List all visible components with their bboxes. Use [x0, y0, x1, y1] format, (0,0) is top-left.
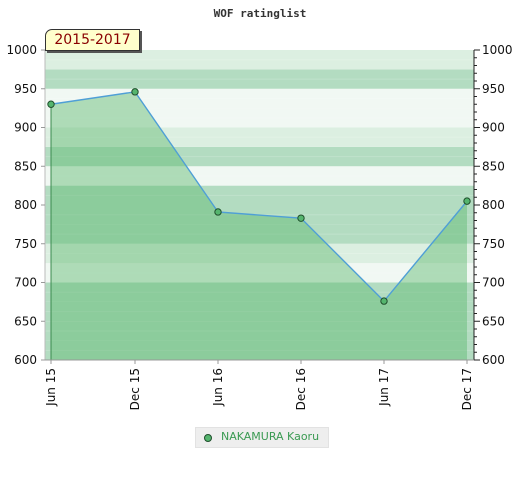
- band-800: [45, 185, 474, 205]
- data-point-jun-17: [380, 297, 388, 305]
- right-tick-label: 1000: [482, 43, 513, 57]
- left-tick-label: 900: [14, 121, 37, 135]
- data-points: [47, 88, 471, 305]
- series-line: [50, 91, 468, 303]
- band-675: [45, 282, 474, 302]
- band-975: [45, 50, 474, 70]
- data-point-jun-15: [47, 100, 55, 108]
- left-tick-label: 1000: [6, 43, 37, 57]
- band-850: [45, 146, 474, 167]
- right-tick-label: 700: [482, 276, 505, 290]
- left-tick-label: 600: [14, 353, 37, 367]
- data-point-dec-16: [297, 214, 305, 222]
- date-range-label: 2015-2017: [54, 32, 131, 48]
- data-point-dec-17: [463, 197, 471, 205]
- legend[interactable]: NAKAMURA Kaoru: [195, 427, 329, 448]
- legend-entry-nakamura: NAKAMURA Kaoru: [221, 430, 320, 443]
- left-tick-label: 850: [14, 159, 37, 173]
- right-tick-label: 750: [482, 237, 505, 251]
- x-tick-label: Dec 16: [294, 368, 308, 410]
- left-tick-label: 950: [14, 82, 37, 96]
- area-fill: [50, 91, 467, 360]
- band-875: [45, 127, 474, 147]
- data-point-dec-15: [131, 88, 139, 96]
- band-750: [45, 224, 474, 244]
- right-tick-label: 850: [482, 159, 505, 173]
- band-950: [45, 69, 474, 89]
- band-900: [45, 108, 474, 128]
- right-tick-label: 950: [482, 82, 505, 96]
- legend-marker-icon: [204, 434, 212, 442]
- right-tick-label: 900: [482, 121, 505, 135]
- left-tick-label: 800: [14, 198, 37, 212]
- x-tick-label: Jun 15: [44, 368, 58, 407]
- right-tick-label: 800: [482, 198, 505, 212]
- right-tick-label: 600: [482, 353, 505, 367]
- x-tick-label: Dec 15: [128, 368, 142, 410]
- left-tick-label: 750: [14, 237, 37, 251]
- chart-title: WOF ratinglist: [214, 7, 307, 20]
- x-tick-label: Jun 17: [377, 368, 391, 407]
- background-bands: [45, 50, 474, 360]
- band-700: [45, 263, 474, 283]
- area-nakamura: [51, 91, 467, 360]
- right-tick-label: 650: [482, 314, 505, 328]
- date-range-badge: 2015-2017: [45, 29, 140, 51]
- x-tick-label: Dec 17: [460, 368, 474, 410]
- band-725: [45, 243, 474, 264]
- left-tick-label: 650: [14, 314, 37, 328]
- line-nakamura: [50, 91, 468, 303]
- right-y-axis: 600 650 700 750 800 850 900 950 1000: [473, 43, 513, 367]
- x-tick-label: Jun 16: [211, 368, 225, 407]
- band-625: [45, 321, 474, 341]
- x-axis: Jun 15 Dec 15 Jun 16 Dec 16 Jun 17 Dec 17: [44, 359, 474, 410]
- band-925: [45, 88, 474, 109]
- band-600: [45, 340, 474, 360]
- left-tick-label: 700: [14, 276, 37, 290]
- band-825: [45, 166, 474, 186]
- left-y-axis: 600 650 700 750 800 850 900 950 1000: [6, 43, 46, 367]
- data-point-jun-16: [214, 208, 222, 216]
- band-650: [45, 301, 474, 322]
